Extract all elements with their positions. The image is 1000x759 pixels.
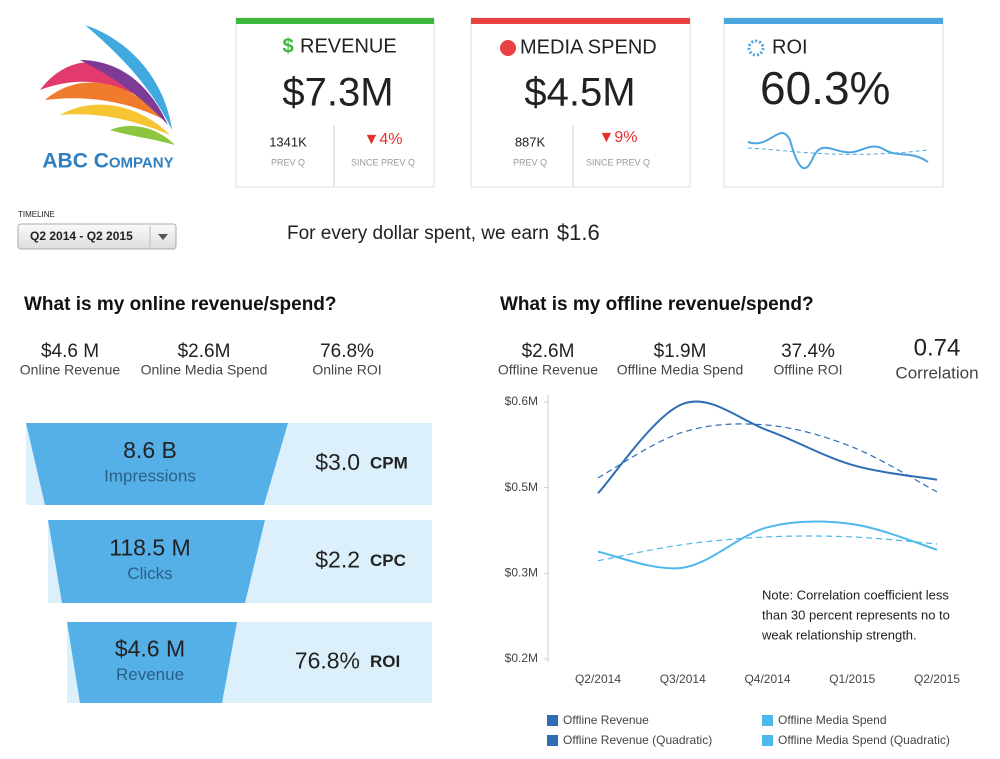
kpi-card: MEDIA SPEND $4.5M 887K PREV Q ▼9% SINCE …	[470, 17, 691, 188]
timeline-dropdown[interactable]: Q2 2014 - Q2 2015	[17, 223, 177, 250]
stat-value: $1.9M	[654, 341, 707, 362]
stat-value: $2.6M	[522, 341, 575, 362]
svg-text:$: $	[282, 35, 293, 57]
y-tick-label: $0.6M	[505, 394, 538, 408]
funnel-label: Revenue	[116, 665, 184, 684]
logo: ABC Company	[40, 25, 175, 173]
x-tick-label: Q3/2014	[660, 672, 706, 686]
x-tick-label: Q4/2014	[744, 672, 790, 686]
legend-label: Offline Revenue	[563, 713, 649, 727]
legend-label: Offline Media Spend	[778, 713, 887, 727]
kpi-value: $4.5M	[524, 71, 635, 115]
legend-label: Offline Revenue (Quadratic)	[563, 733, 712, 747]
funnel-value: $4.6 M	[115, 636, 185, 662]
line-series	[597, 520, 938, 570]
stat-label: Correlation	[895, 363, 978, 382]
funnel-metric-label: CPC	[370, 551, 406, 570]
funnel-label: Impressions	[104, 466, 196, 485]
y-tick-label: $0.2M	[505, 651, 538, 665]
section-title: What is my offline revenue/spend?	[500, 294, 814, 315]
funnel-metric: $3.0	[315, 449, 360, 475]
kpi-prev: 887K	[515, 134, 546, 149]
kpi-card: $ REVENUE $7.3M 1341K PREV Q ▼4% SINCE P…	[235, 17, 435, 188]
stat-label: Offline Revenue	[498, 362, 598, 378]
legend-swatch	[762, 715, 773, 726]
stat-label: Online Media Spend	[141, 362, 268, 378]
chart-note: Note: Correlation coefficient less	[762, 587, 949, 602]
kpi-prev: 1341K	[269, 134, 307, 149]
timeline-label: TIMELINE	[18, 210, 55, 219]
legend-swatch	[762, 735, 773, 746]
funnel-step	[48, 520, 265, 603]
stat-value: $4.6 M	[41, 341, 99, 362]
sparkline-trend	[747, 147, 929, 155]
legend-label: Offline Media Spend (Quadratic)	[778, 733, 950, 747]
stat-value: $2.6M	[178, 341, 231, 362]
x-tick-label: Q1/2015	[829, 672, 875, 686]
section-title: What is my online revenue/spend?	[24, 294, 337, 315]
funnel-step	[26, 423, 288, 505]
y-tick-label: $0.3M	[505, 566, 538, 580]
x-tick-label: Q2/2014	[575, 672, 621, 686]
sparkline	[747, 132, 929, 170]
funnel-metric-label: CPM	[370, 453, 408, 472]
line-series	[597, 423, 938, 493]
company-name: ABC Company	[42, 150, 173, 173]
kpi-prev-label: PREV Q	[271, 157, 305, 167]
funnel-label: Clicks	[127, 564, 172, 583]
summary: For every dollar spent, we earn $1.6	[287, 220, 600, 245]
stat-label: Online ROI	[312, 362, 381, 378]
stat-label: Online Revenue	[20, 362, 121, 378]
kpi-value: $7.3M	[282, 71, 393, 115]
line-series	[597, 400, 938, 494]
kpi-prev-label: PREV Q	[513, 157, 547, 167]
kpi-change-label: SINCE PREV Q	[586, 157, 650, 167]
chart-note: than 30 percent represents no to	[762, 607, 950, 622]
kpi-change: ▼4%	[364, 131, 403, 148]
funnel-metric: $2.2	[315, 547, 360, 573]
kpi-title: ROI	[772, 36, 808, 58]
kpi-value: 60.3%	[760, 62, 890, 114]
legend-swatch	[547, 735, 558, 746]
funnel-metric-label: ROI	[370, 652, 400, 671]
funnel-value: 8.6 B	[123, 437, 177, 463]
funnel-step	[67, 622, 237, 703]
kpi-change-label: SINCE PREV Q	[351, 157, 415, 167]
funnel-metric: 76.8%	[295, 648, 360, 674]
x-tick-label: Q2/2015	[914, 672, 960, 686]
y-tick-label: $0.5M	[505, 480, 538, 494]
stat-label: Offline Media Spend	[617, 362, 744, 378]
stat-label: Offline ROI	[774, 362, 843, 378]
kpi-title: MEDIA SPEND	[520, 36, 657, 58]
stat-value: 37.4%	[781, 341, 835, 362]
kpi-title: REVENUE	[300, 35, 397, 57]
timeline-selected[interactable]: Q2 2014 - Q2 2015	[30, 229, 133, 243]
stat-value: 0.74	[914, 334, 961, 361]
kpi-change: ▼9%	[599, 129, 638, 146]
kpi-card: ROI 60.3%	[723, 17, 944, 188]
funnel-value: 118.5 M	[109, 535, 190, 561]
line-series	[597, 535, 938, 562]
chart-note: weak relationship strength.	[761, 627, 917, 642]
legend-swatch	[547, 715, 558, 726]
stat-value: 76.8%	[320, 341, 374, 362]
